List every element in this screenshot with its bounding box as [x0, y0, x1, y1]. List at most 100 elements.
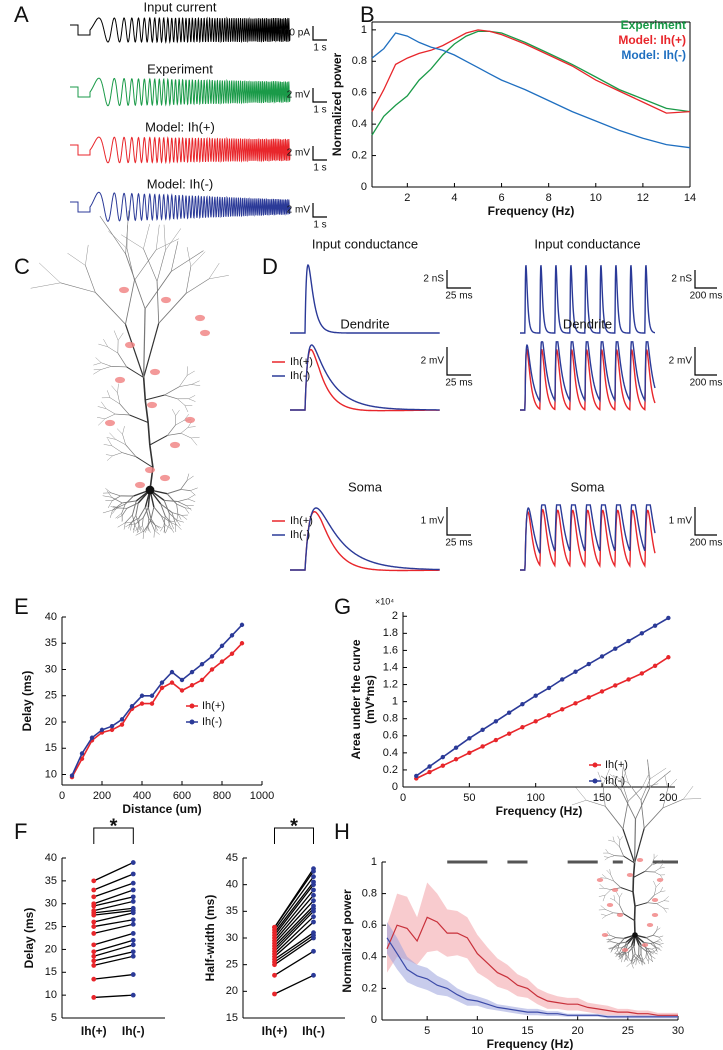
point [91, 931, 97, 936]
point [91, 953, 97, 959]
pair-line [93, 939, 134, 953]
point [626, 638, 631, 644]
trace [520, 341, 656, 411]
dendrite [597, 771, 604, 785]
pair-line [274, 921, 314, 958]
y-tick-label: 1.6 [383, 644, 398, 656]
point [427, 764, 432, 769]
legend-label: Model: Ih(+) [618, 33, 686, 47]
dendrite [660, 890, 666, 892]
dendrite [618, 938, 625, 946]
dendrite [106, 408, 116, 415]
dendrite [615, 937, 625, 939]
dendrite [614, 855, 624, 857]
dendrite [143, 308, 146, 378]
point [119, 717, 125, 722]
dendrite [175, 410, 180, 416]
dendrite [164, 499, 178, 503]
dendrite [103, 339, 108, 347]
dendrite [662, 788, 669, 809]
panel-label: E [14, 594, 29, 619]
point [130, 871, 136, 877]
dendrite [142, 517, 144, 526]
synapse-dot [135, 481, 145, 489]
dendrite [176, 503, 186, 509]
dendrite [639, 957, 644, 960]
dendrite [107, 438, 113, 446]
error-band [387, 922, 678, 1019]
point [109, 727, 115, 733]
dendrite [655, 882, 661, 888]
x-tick-label: 100 [527, 792, 545, 804]
legend-label: Ih(-) [290, 529, 310, 541]
point [130, 880, 136, 886]
dendrite [652, 949, 658, 953]
dendrite [176, 503, 179, 514]
dendrite [619, 947, 623, 953]
dendrite [614, 841, 620, 848]
point [440, 754, 446, 760]
pair-line [93, 909, 134, 916]
dendrite [598, 894, 606, 897]
dendrite [160, 503, 166, 517]
y-axis-label: Area under the curve [349, 639, 363, 759]
dendrite [631, 945, 634, 955]
point [586, 661, 591, 667]
point [311, 879, 316, 885]
apical-trunk [144, 399, 149, 423]
scale-bar [694, 270, 717, 289]
point [179, 688, 185, 693]
panel-label: A [14, 2, 29, 27]
series-line [386, 937, 678, 1018]
dendrite [176, 519, 184, 523]
point [626, 677, 631, 682]
point [546, 685, 552, 691]
dendrite [180, 427, 189, 434]
dendrite [110, 492, 121, 497]
dendrite [650, 943, 656, 948]
dendrite [628, 782, 642, 801]
dendrite [613, 880, 622, 888]
dendrite [156, 238, 180, 250]
dendrite [190, 251, 206, 267]
dendrite [117, 383, 119, 393]
dendrite [131, 500, 137, 516]
dendrite [156, 250, 166, 282]
dendrite [150, 520, 155, 531]
pair-line [93, 912, 134, 923]
series-line [371, 30, 691, 136]
dendrite [648, 958, 650, 964]
synapse-dot [160, 474, 170, 482]
dendrite [180, 480, 188, 490]
dendrite [633, 871, 646, 878]
dendrite [143, 224, 150, 249]
dendrite [653, 880, 657, 888]
y-tick-label: 30 [226, 932, 238, 944]
dendrite [94, 292, 126, 325]
dendrite [652, 930, 658, 936]
trace-title: Dendrite [563, 316, 612, 331]
pair-line [274, 974, 314, 995]
point [189, 669, 195, 675]
y-tick-label: 0.8 [352, 55, 367, 67]
dendrite [181, 515, 188, 520]
dendrite [637, 959, 640, 964]
point [130, 887, 136, 893]
point [311, 892, 316, 898]
dendrite [100, 366, 112, 370]
pair-line [274, 937, 314, 966]
dendrite [613, 947, 618, 950]
significance-bracket [274, 827, 314, 844]
point [272, 991, 277, 997]
point [91, 901, 97, 907]
dendrite [179, 375, 188, 387]
trace [520, 348, 656, 411]
dendrite [627, 951, 630, 957]
trace-title: Soma [571, 479, 606, 494]
dendrite [644, 864, 652, 872]
dendrite [606, 878, 614, 882]
dendrite [115, 512, 122, 519]
pair-line [274, 950, 314, 976]
dendrite [601, 874, 607, 879]
trace [70, 77, 291, 107]
